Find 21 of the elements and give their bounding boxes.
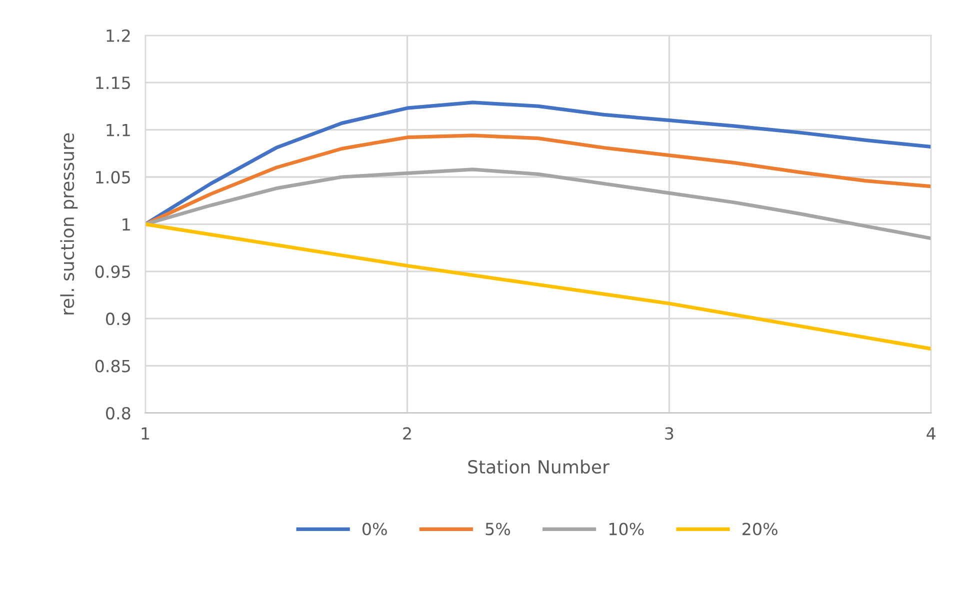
y-tick-label: 1.15: [96, 76, 130, 90]
legend-label: 0%: [362, 522, 387, 536]
y-tick-label: 0.95: [95, 265, 130, 278]
legend-label: 5%: [486, 522, 510, 536]
x-tick-label: 2: [403, 427, 411, 440]
x-tick-label: 3: [665, 427, 674, 440]
y-tick-label: 1.1: [106, 124, 130, 136]
legend-label: 20%: [742, 522, 778, 536]
x-tick-label: 1: [142, 427, 150, 440]
line-series: [145, 222, 932, 351]
y-tick-label: 0.85: [95, 360, 130, 372]
y-tick-label: 0.9: [106, 312, 130, 326]
y-axis-title: rel. suction pressure: [60, 133, 78, 314]
y-tick-label: 1.2: [106, 29, 130, 42]
x-tick-label: 4: [926, 427, 936, 440]
x-axis-title: Station Number: [468, 460, 610, 474]
line-series: [145, 168, 932, 240]
y-tick-label: 0.8: [106, 406, 130, 420]
y-tick-label: 1.05: [96, 170, 130, 184]
legend-label: 10%: [609, 522, 644, 536]
y-tick-label: 1: [122, 218, 130, 231]
